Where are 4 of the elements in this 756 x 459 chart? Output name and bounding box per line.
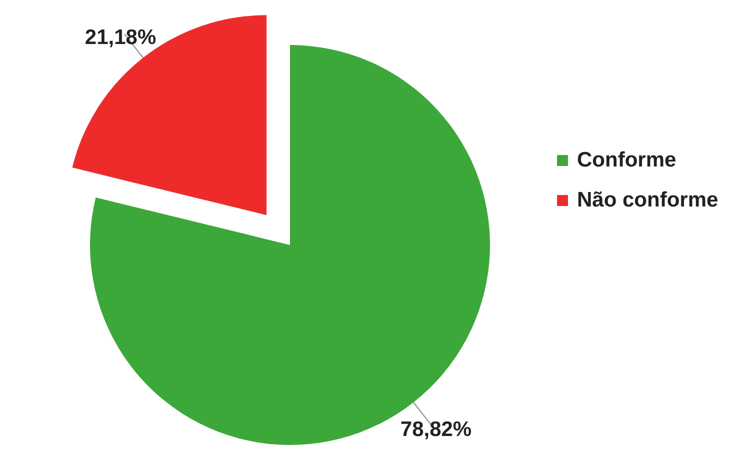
data-label: 21,18% [84,26,156,50]
legend-label: Conforme [577,148,676,172]
data-label: 78,82% [400,418,472,441]
legend-label: Não conforme [577,188,718,212]
